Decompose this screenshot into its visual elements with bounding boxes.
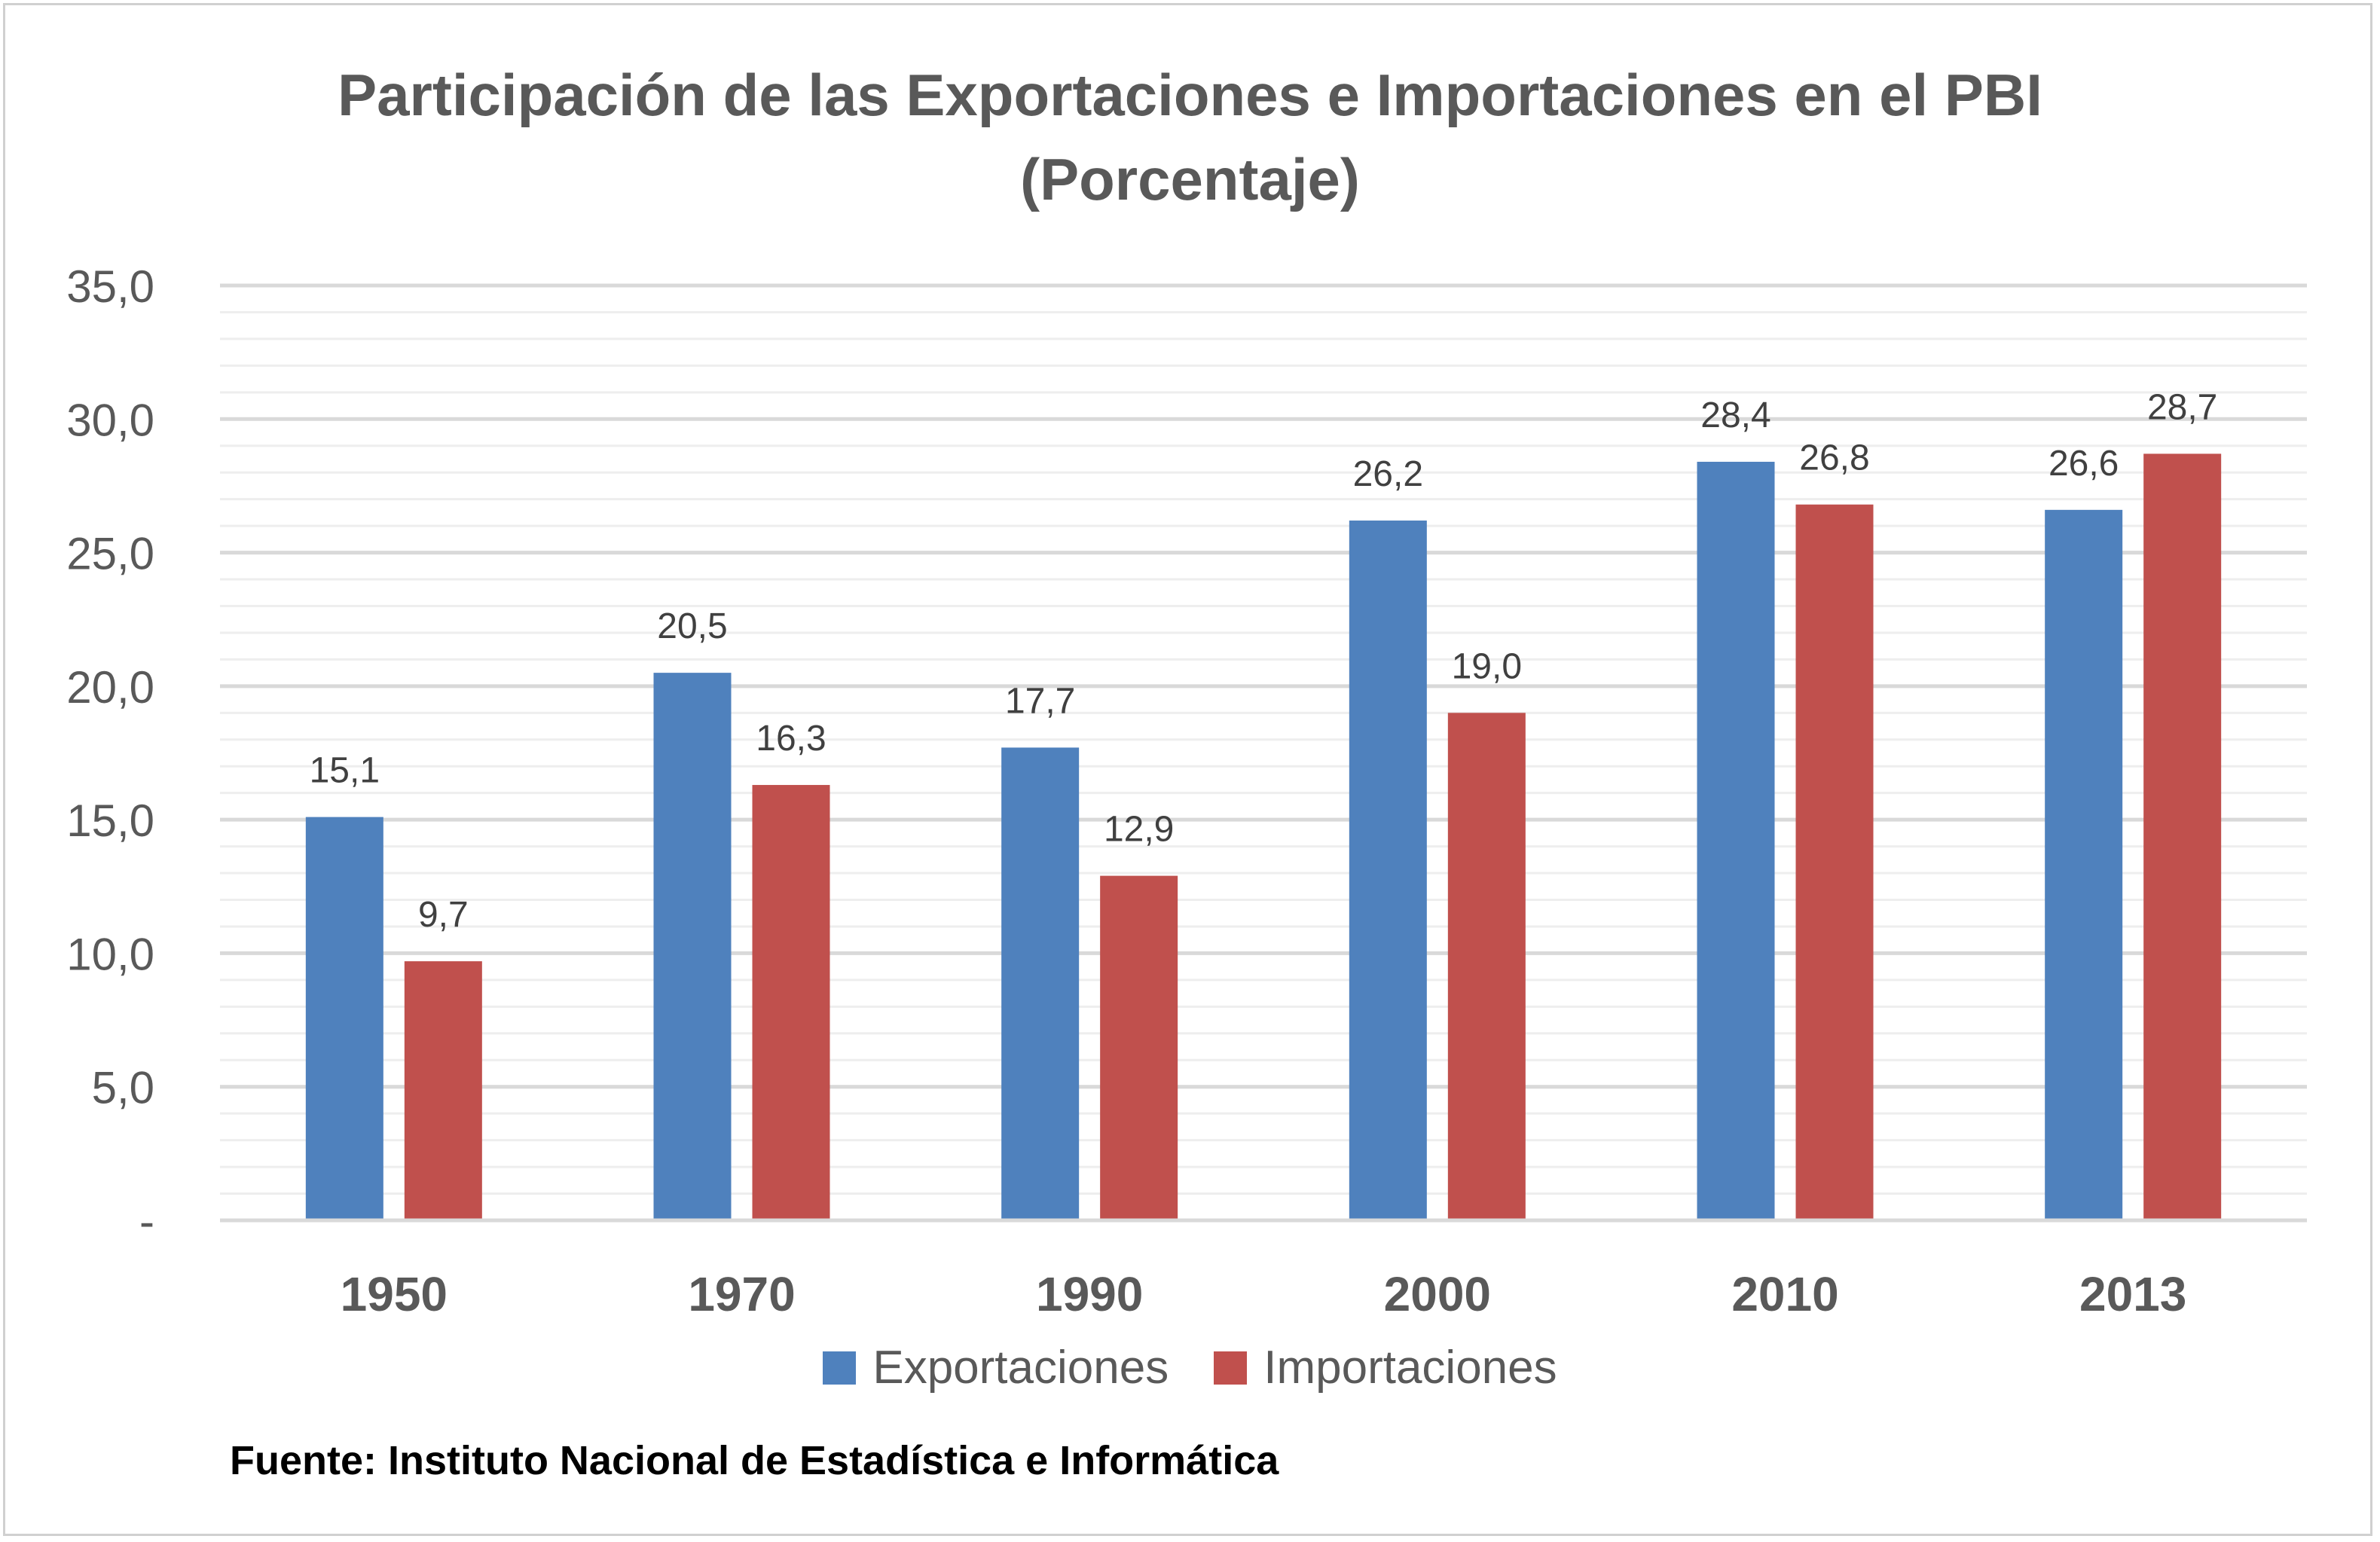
grid-lines <box>220 283 2307 1195</box>
bar-exportaciones-2013 <box>2045 509 2123 1220</box>
y-tick-label: 30,0 <box>66 395 154 445</box>
bars <box>305 453 2222 1220</box>
data-label: 19,0 <box>1452 646 1522 686</box>
data-label: 28,7 <box>2147 387 2217 427</box>
legend: Exportaciones Importaciones <box>0 1341 2380 1394</box>
source-note: Fuente: Instituto Nacional de Estadístic… <box>230 1438 1279 1483</box>
x-tick-label: 2000 <box>1384 1267 1491 1321</box>
data-label: 16,3 <box>756 719 826 759</box>
data-label: 26,6 <box>2049 444 2119 484</box>
bar-exportaciones-2000 <box>1349 521 1427 1220</box>
bar-importaciones-2000 <box>1447 713 1526 1220</box>
chart-frame <box>3 3 2372 1536</box>
y-axis-ticks: - 5,0 10,0 15,0 20,0 25,0 30,0 35,0 <box>66 261 154 1247</box>
legend-swatch-importaciones <box>1214 1351 1248 1385</box>
y-tick-label: 25,0 <box>66 529 154 579</box>
y-tick-label: 20,0 <box>66 662 154 713</box>
data-label: 20,5 <box>657 606 727 646</box>
legend-label-importaciones: Importaciones <box>1263 1342 1557 1394</box>
chart-title: Participación de las Exportaciones e Imp… <box>338 62 2042 128</box>
y-tick-label: - <box>139 1196 154 1247</box>
x-tick-label: 1990 <box>1036 1267 1143 1321</box>
y-tick-label: 10,0 <box>66 929 154 979</box>
legend-swatch-exportaciones <box>823 1351 857 1385</box>
bar-importaciones-2013 <box>2143 453 2222 1220</box>
x-tick-label: 2010 <box>1731 1267 1838 1321</box>
x-tick-label: 1950 <box>341 1267 448 1321</box>
x-tick-label: 1970 <box>688 1267 795 1321</box>
legend-item-importaciones: Importaciones <box>1214 1341 1557 1394</box>
bar-exportaciones-1970 <box>653 673 732 1220</box>
data-labels: 15,1 9,7 20,5 16,3 17,7 12,9 26,2 19,0 28,4 26,8 2… <box>310 387 2218 935</box>
legend-item-exportaciones: Exportaciones <box>823 1341 1169 1394</box>
y-tick-label: 35,0 <box>66 261 154 312</box>
bar-importaciones-1950 <box>404 961 482 1220</box>
data-label: 12,9 <box>1104 810 1174 850</box>
data-label: 26,2 <box>1353 454 1423 494</box>
bar-exportaciones-1950 <box>305 817 383 1220</box>
legend-label-exportaciones: Exportaciones <box>872 1342 1169 1394</box>
bar-exportaciones-2010 <box>1697 462 1775 1220</box>
bar-importaciones-1990 <box>1100 875 1178 1220</box>
bar-exportaciones-1990 <box>1001 747 1080 1220</box>
chart-subtitle: (Porcentaje) <box>1020 146 1360 212</box>
data-label: 26,8 <box>1799 438 1869 478</box>
data-label: 15,1 <box>310 751 380 791</box>
data-label: 28,4 <box>1700 395 1770 435</box>
bar-importaciones-2010 <box>1795 504 1874 1220</box>
y-tick-label: 15,0 <box>66 795 154 846</box>
bar-importaciones-1970 <box>752 785 830 1220</box>
data-label: 9,7 <box>418 895 469 935</box>
data-label: 17,7 <box>1005 681 1075 721</box>
y-tick-label: 5,0 <box>92 1063 154 1113</box>
x-tick-label: 2013 <box>2079 1267 2186 1321</box>
x-axis-ticks: 1950 1970 1990 2000 2010 2013 <box>341 1267 2187 1321</box>
